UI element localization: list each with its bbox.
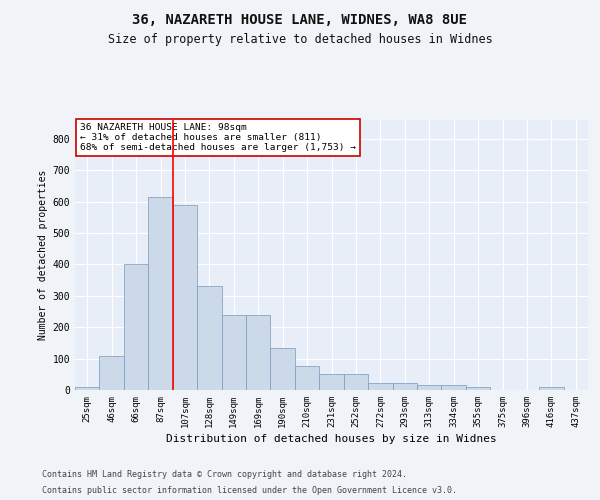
Bar (100, 356, 124, 390)
Bar (221, 316, 246, 390)
X-axis label: Distribution of detached houses by size in Widnes: Distribution of detached houses by size … (166, 434, 497, 444)
Bar (417, 386, 442, 390)
Text: 36 NAZARETH HOUSE LANE: 98sqm
← 31% of detached houses are smaller (811)
68% of : 36 NAZARETH HOUSE LANE: 98sqm ← 31% of d… (80, 122, 356, 152)
Bar (392, 384, 417, 390)
Bar (246, 316, 271, 390)
Text: Contains HM Land Registry data © Crown copyright and database right 2024.: Contains HM Land Registry data © Crown c… (42, 470, 407, 479)
Bar (344, 374, 368, 390)
Bar (173, 205, 197, 390)
Bar (271, 348, 295, 390)
Bar (295, 366, 319, 390)
Bar (539, 388, 563, 390)
Bar (442, 386, 466, 390)
Bar (368, 384, 392, 390)
Text: Size of property relative to detached houses in Widnes: Size of property relative to detached ho… (107, 32, 493, 46)
Bar (466, 388, 490, 390)
Text: Contains public sector information licensed under the Open Government Licence v3: Contains public sector information licen… (42, 486, 457, 495)
Bar (197, 286, 221, 390)
Bar (75, 388, 100, 390)
Bar (319, 374, 344, 390)
Bar (148, 197, 173, 390)
Bar (124, 264, 148, 390)
Y-axis label: Number of detached properties: Number of detached properties (38, 170, 49, 340)
Text: 36, NAZARETH HOUSE LANE, WIDNES, WA8 8UE: 36, NAZARETH HOUSE LANE, WIDNES, WA8 8UE (133, 12, 467, 26)
